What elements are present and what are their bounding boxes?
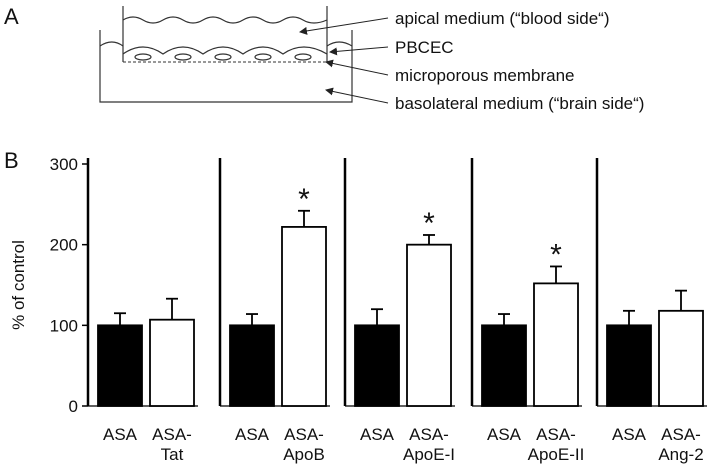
bar [229,324,275,407]
bar [149,318,195,407]
bar [533,282,579,407]
diagram-label: apical medium (“blood side“) [395,9,609,28]
x-tick-label: ASA [235,425,270,444]
y-tick-label: 100 [50,316,78,335]
diagram-label: microporous membrane [395,66,575,85]
bar [406,243,452,407]
x-tick-label: ASA- [152,425,192,444]
x-tick-label: ASA [360,425,395,444]
diagram-label: PBCEC [395,38,454,57]
x-tick-label: Tat [161,445,184,464]
x-tick-label: ASA- [661,425,701,444]
x-tick-label: ApoE-II [528,445,585,464]
significance-mark: * [550,238,562,271]
panel-label: A [4,4,19,29]
x-tick-label: ApoB [283,445,325,464]
x-tick-label: ASA [487,425,522,444]
bar [481,324,527,407]
y-axis-label: % of control [9,240,28,330]
y-tick-label: 300 [50,155,78,174]
x-tick-label: ASA [103,425,138,444]
y-tick-label: 200 [50,236,78,255]
bar [354,324,400,407]
x-tick-label: ASA- [536,425,576,444]
bar [658,309,704,407]
bar [606,324,652,407]
y-tick-label: 0 [69,397,78,416]
bar [281,226,327,407]
diagram-label: basolateral medium (“brain side“) [395,94,644,113]
x-tick-label: ASA- [284,425,324,444]
bar [97,324,143,407]
transwell-diagram [99,6,389,104]
panel-label: B [4,148,19,173]
x-tick-label: ASA- [409,425,449,444]
significance-mark: * [298,183,310,216]
significance-mark: * [423,207,435,240]
x-tick-label: ASA [612,425,647,444]
x-tick-label: Ang-2 [658,445,703,464]
x-tick-label: ApoE-I [403,445,455,464]
